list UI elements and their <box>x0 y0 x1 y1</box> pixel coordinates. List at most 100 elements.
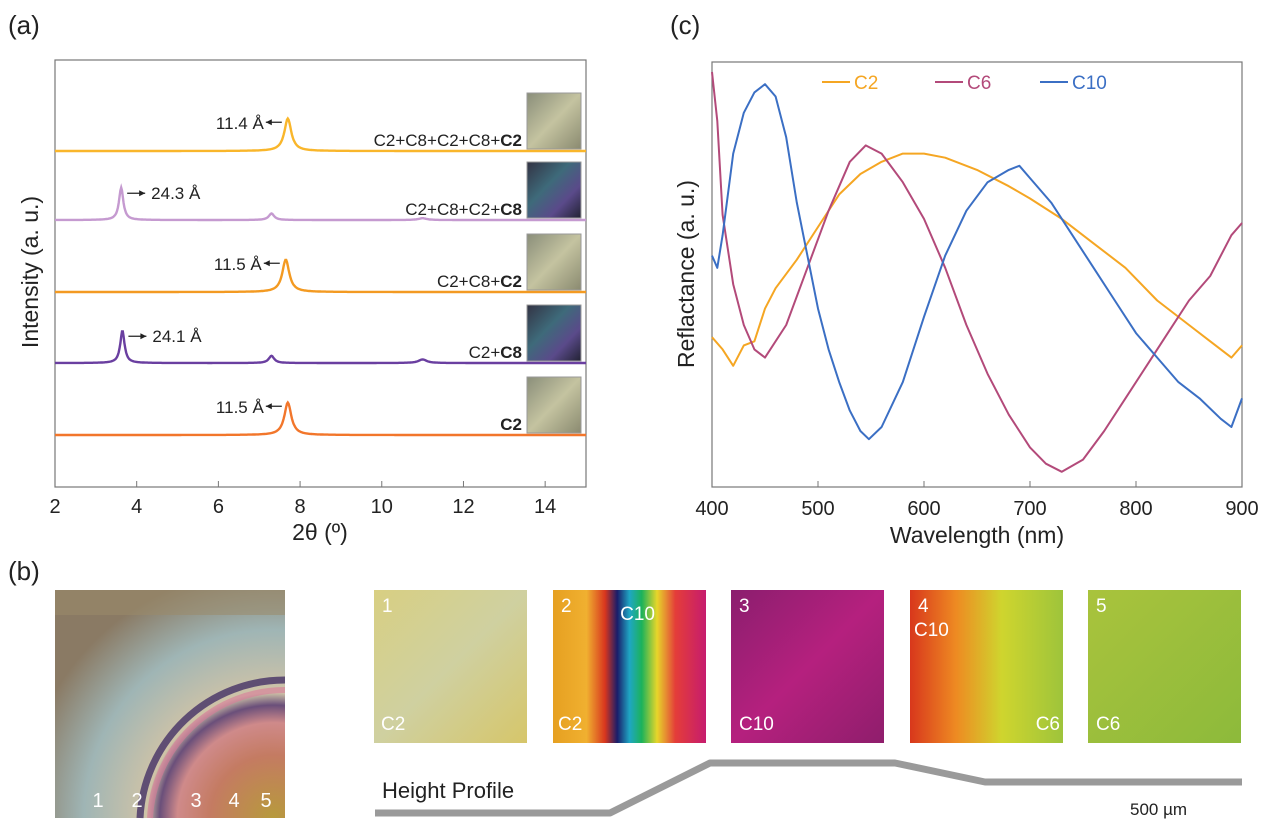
overview-label-1: 1 <box>92 790 103 812</box>
panel-a-arrowhead <box>265 119 272 126</box>
panel-b-thumbnails: 1 C2 2 C10 C2 3 C10 4 C10 C6 5 C6 <box>374 590 1241 743</box>
panel-c-letter: (c) <box>670 10 700 40</box>
overview-pink-ring <box>147 686 286 819</box>
thumbnail-1 <box>374 590 527 743</box>
panel-c-legend: C2 C6 C10 <box>822 73 1107 94</box>
panel-a-arrowhead <box>140 333 147 340</box>
panel-a-arrowhead <box>139 190 146 197</box>
panel-a-sample-label: C2+C8+C2 <box>437 272 522 291</box>
legend-label-c6: C6 <box>967 73 991 94</box>
panel-a-insets <box>526 92 582 434</box>
panel-a-frame <box>54 59 587 488</box>
panel-a-tick-label: 14 <box>534 496 556 518</box>
panel-a-xlabel: 2θ (º) <box>292 519 348 545</box>
panel-c-series-c2 <box>711 152 1243 367</box>
panel-c-xlabel: Wavelength (nm) <box>890 522 1064 548</box>
overview-dark-ring <box>136 676 286 819</box>
panel-a-tick-label: 2 <box>49 496 60 518</box>
panel-c-tick-label: 900 <box>1225 498 1258 520</box>
thumbnail-number: 1 <box>382 596 393 617</box>
panel-c-tick-label: 400 <box>695 498 728 520</box>
panel-a-sample-photo <box>526 233 582 291</box>
panel-a-sample-label: C2+C8+C2+C8+C2 <box>374 131 522 150</box>
panel-a-sample-photo <box>526 161 582 219</box>
legend-label-c2: C2 <box>854 73 878 94</box>
panel-a-sample-photo <box>526 304 582 362</box>
thumbnail-region-label: C2 <box>381 714 405 735</box>
panel-a-sample-label-plain: C2+C8+ <box>437 272 500 291</box>
overview-label-3: 3 <box>190 790 201 812</box>
panel-c-traces <box>711 71 1243 473</box>
height-profile: Height Profile 500 µm <box>375 759 1242 819</box>
panel-a-sample-label-bold: C8 <box>500 200 522 219</box>
panel-c-ylabel: Reflactance (a. u.) <box>673 180 699 368</box>
thumbnail-region-label: C6 <box>1096 714 1120 735</box>
overview-top-band <box>55 590 285 615</box>
panel-c-series-c10 <box>711 83 1243 441</box>
panel-a-trace-4 <box>55 116 586 153</box>
panel-a-tick-label: 6 <box>213 496 224 518</box>
thumbnail-region-label: C10 <box>914 620 949 641</box>
panel-a-annotation: 11.4 Å <box>216 114 265 133</box>
panel-a-trace-0 <box>55 400 586 437</box>
panel-a-tick-label: 4 <box>131 496 142 518</box>
panel-a-sample-label-plain: C2+ <box>469 343 501 362</box>
thumbnail-4 <box>910 590 1063 743</box>
legend-label-c10: C10 <box>1072 73 1107 94</box>
panel-c-tick-label: 500 <box>801 498 834 520</box>
panel-a-ylabel: Intensity (a. u.) <box>17 196 43 348</box>
panel-a-annotation: 24.1 Å <box>152 327 202 346</box>
panel-a-trace-2 <box>55 258 586 294</box>
panel-a-sample-label-plain: C2+C8+C2+ <box>405 200 500 219</box>
panel-a-tick-label: 12 <box>452 496 474 518</box>
overview-label-2: 2 <box>131 790 142 812</box>
overview-label-5: 5 <box>260 790 271 812</box>
panel-a-letter: (a) <box>8 10 40 40</box>
height-profile-line <box>375 759 1242 817</box>
height-profile-label: Height Profile <box>382 778 514 803</box>
thumbnail-2 <box>553 590 706 743</box>
thumbnail-number: 4 <box>918 596 929 617</box>
panel-a-x-ticks: 2 4 6 8 10 12 14 <box>49 481 556 518</box>
panel-a-sample-label-plain: C2+C8+C2+C8+ <box>374 131 501 150</box>
thumbnail-region-label: C6 <box>1036 714 1060 735</box>
panel-a-tick-label: 10 <box>371 496 393 518</box>
panel-a-sample-label-bold: C2 <box>500 131 522 150</box>
panel-a-sample-label: C2 <box>500 415 522 434</box>
thumbnail-region-label: C10 <box>620 604 655 625</box>
panel-a-sample-photo <box>526 376 582 434</box>
thumbnail-region-label: C10 <box>739 714 774 735</box>
panel-c-tick-label: 600 <box>907 498 940 520</box>
panel-a-sample-photo <box>526 92 582 150</box>
overview-label-4: 4 <box>228 790 239 812</box>
scale-bar-label: 500 µm <box>1130 800 1187 819</box>
panel-a-trace-3 <box>55 183 586 222</box>
thumbnail-number: 5 <box>1096 596 1107 617</box>
panel-a-arrowhead <box>265 403 272 410</box>
overview-film-image <box>55 590 285 818</box>
panel-a-annotation: 11.5 Å <box>214 255 263 274</box>
panel-c-x-ticks: 400 500 600 700 800 900 <box>695 481 1259 520</box>
panel-a-sample-label-bold: C8 <box>500 343 522 362</box>
thumbnail-3 <box>731 590 884 743</box>
panel-a-sample-label-bold: C2 <box>500 415 522 434</box>
panel-c-tick-label: 800 <box>1119 498 1152 520</box>
thumbnail-region-label: C2 <box>558 714 582 735</box>
panel-b-letter: (b) <box>8 556 40 586</box>
panel-a-annotation: 24.3 Å <box>151 184 201 203</box>
panel-a-sample-label: C2+C8+C2+C8 <box>405 200 522 219</box>
panel-c-chart: 400 500 600 700 800 900 C2 C6 C10 Wavelength (n… <box>673 61 1259 548</box>
panel-a-annotation: 11.5 Å <box>216 398 265 417</box>
thumbnail-5 <box>1088 590 1241 743</box>
panel-a-tick-label: 8 <box>295 496 306 518</box>
panel-a-arrowhead <box>263 260 270 267</box>
thumbnail-number: 3 <box>739 596 750 617</box>
thumbnail-number: 2 <box>561 596 572 617</box>
panel-c-series-c6 <box>711 71 1243 473</box>
panel-a-trace-1 <box>54 330 586 365</box>
